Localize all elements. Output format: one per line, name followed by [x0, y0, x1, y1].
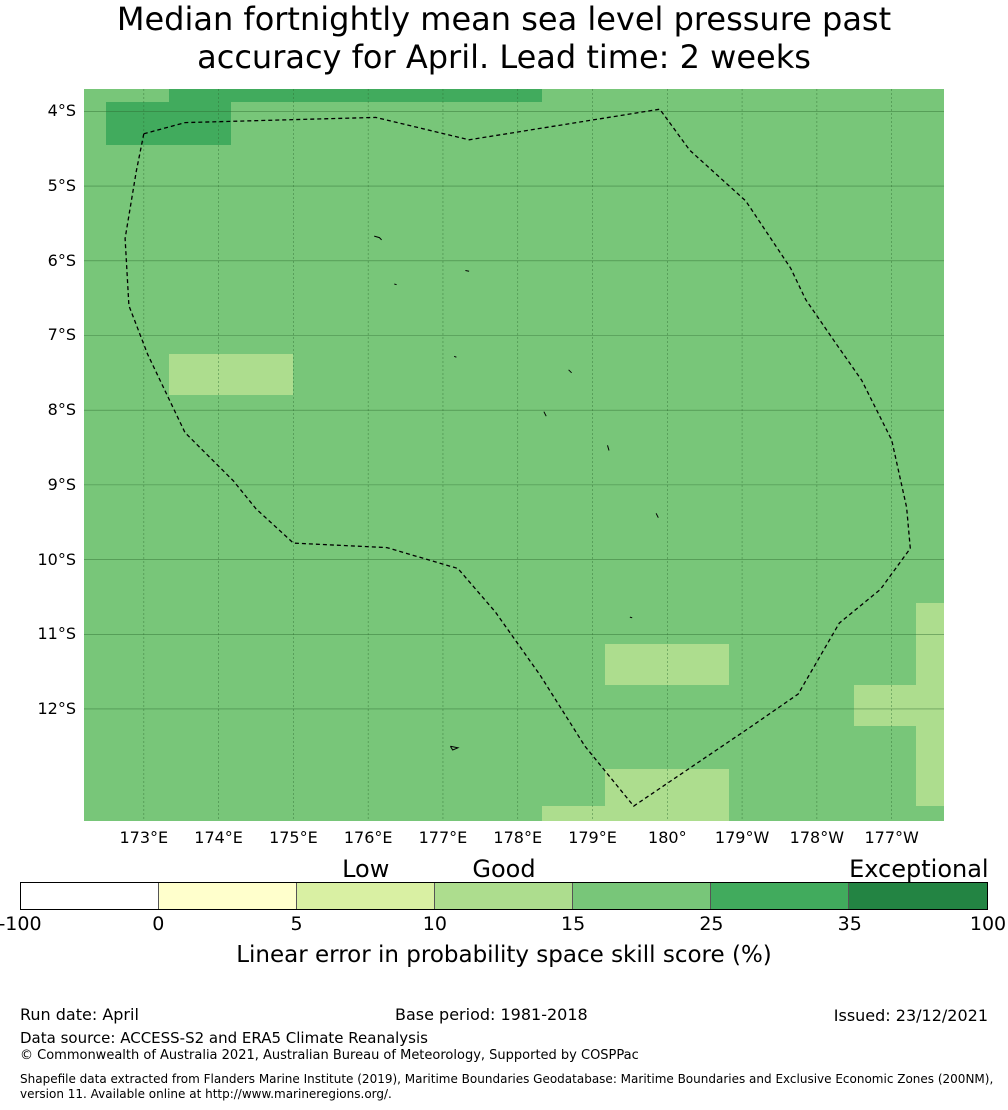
- map-overlay: [84, 89, 944, 821]
- island-outline: [543, 411, 547, 417]
- longitude-label: 174°E: [194, 828, 243, 847]
- colorbar-segment: [159, 883, 297, 909]
- island-outline: [568, 369, 572, 374]
- longitude-label: 173°E: [119, 828, 169, 847]
- latitude-label: 10°S: [37, 549, 76, 569]
- colorbar-tick-label: 10: [422, 913, 447, 935]
- latitude-label: 11°S: [37, 624, 76, 644]
- copyright: © Commonwealth of Australia 2021, Austra…: [20, 1048, 639, 1063]
- latitude-label: 9°S: [47, 474, 76, 494]
- longitude-label: 176°E: [343, 828, 393, 847]
- skill-score-map: [84, 89, 944, 821]
- latitude-label: 12°S: [37, 698, 76, 718]
- skill-cell: [168, 354, 294, 396]
- colorbar-segment: [21, 883, 159, 909]
- colorbar-tick-label: -100: [0, 913, 42, 935]
- skill-cell: [854, 685, 917, 727]
- island-outline: [394, 283, 397, 286]
- longitude-label: 178°E: [493, 828, 543, 847]
- skill-cell: [168, 89, 543, 103]
- title-line-1: Median fortnightly mean sea level pressu…: [116, 0, 892, 38]
- base-period: Base period: 1981-2018: [395, 1005, 588, 1024]
- longitude-label: 179°W: [714, 828, 770, 847]
- title-line-2: accuracy for April. Lead time: 2 weeks: [197, 38, 811, 76]
- longitude-label: 175°E: [269, 828, 318, 847]
- skill-cell: [106, 102, 232, 145]
- colorbar-segment: [849, 883, 987, 909]
- latitude-label: 7°S: [47, 325, 76, 345]
- colorbar-segment: [711, 883, 849, 909]
- longitude-label: 180°: [648, 828, 687, 847]
- category-label: Exceptional: [849, 855, 989, 883]
- shapefile-credit: Shapefile data extracted from Flanders M…: [20, 1072, 994, 1101]
- island-outline: [465, 270, 470, 272]
- colorbar-tick-label: 25: [699, 913, 724, 935]
- colorbar-segment: [297, 883, 435, 909]
- eez-boundary: [124, 108, 911, 807]
- skill-cell: [542, 806, 606, 821]
- island-outline: [655, 513, 659, 518]
- colorbar-tick-label: 5: [290, 913, 303, 935]
- colorbar-tick-label: 100: [969, 913, 1007, 935]
- longitude-label: 179°E: [568, 828, 617, 847]
- category-label: Low: [342, 855, 390, 883]
- island-outline: [607, 445, 610, 451]
- colorbar-tick-label: 15: [561, 913, 586, 935]
- issued-date: Issued: 23/12/2021: [833, 1006, 988, 1025]
- colorbar-segment: [573, 883, 711, 909]
- longitude-label: 177°W: [864, 828, 919, 847]
- island-outline: [374, 235, 382, 241]
- latitude-label: 5°S: [47, 176, 76, 196]
- category-label: Good: [472, 855, 536, 883]
- colorbar: [20, 882, 988, 910]
- colorbar-tick-label: 0: [152, 913, 165, 935]
- colorbar-tick-label: 35: [837, 913, 862, 935]
- skill-cell: [916, 602, 944, 807]
- run-date: Run date: April: [20, 1005, 139, 1024]
- map-title: Median fortnightly mean sea level pressu…: [0, 0, 1008, 76]
- island-outline: [449, 745, 460, 751]
- island-outline: [629, 616, 633, 619]
- latitude-label: 8°S: [47, 400, 76, 420]
- colorbar-label: Linear error in probability space skill …: [236, 942, 772, 968]
- colorbar-segment: [435, 883, 573, 909]
- latitude-label: 4°S: [47, 101, 76, 121]
- latitude-label: 6°S: [47, 250, 76, 270]
- data-source: Data source: ACCESS-S2 and ERA5 Climate …: [20, 1029, 428, 1047]
- island-outline: [454, 355, 457, 358]
- longitude-label: 178°W: [789, 828, 845, 847]
- longitude-label: 177°E: [418, 828, 468, 847]
